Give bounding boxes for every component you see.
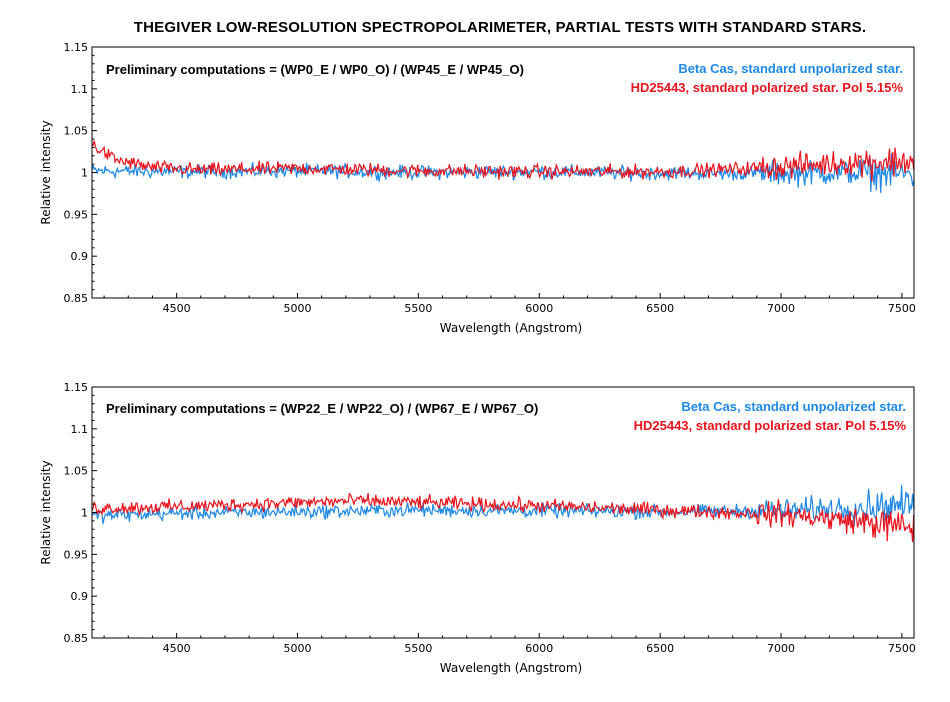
y-tick-label: 0.85: [64, 632, 89, 645]
x-axis-label: Wavelength (Angstrom): [440, 321, 582, 335]
legend-label-hd25443: HD25443, standard polarized star. Pol 5.…: [634, 418, 907, 433]
y-tick-label: 1.1: [71, 423, 89, 436]
x-tick-label: 4500: [163, 642, 191, 655]
series-line-beta-cas: [91, 484, 915, 527]
legend-label-beta-cas: Beta Cas, standard unpolarized star.: [678, 61, 903, 76]
y-tick-label: 1: [81, 507, 88, 520]
x-tick-label: 4500: [163, 302, 191, 315]
computation-annotation: Preliminary computations = (WP22_E / WP2…: [106, 401, 538, 416]
x-tick-label: 5000: [284, 302, 312, 315]
y-axis-label: Relative intensity: [39, 120, 53, 224]
y-tick-label: 1: [81, 167, 88, 180]
series-line-hd25443: [91, 492, 915, 543]
x-tick-label: 5500: [404, 302, 432, 315]
chart-title: THEGIVER LOW-RESOLUTION SPECTROPOLARIMET…: [133, 19, 867, 36]
y-tick-label: 1.05: [64, 125, 89, 138]
series-line-beta-cas: [91, 153, 915, 193]
x-tick-label: 7500: [888, 642, 916, 655]
y-tick-label: 1.15: [64, 41, 89, 54]
y-tick-label: 1.15: [64, 381, 89, 394]
x-tick-label: 7000: [767, 642, 795, 655]
legend-label-hd25443: HD25443, standard polarized star. Pol 5.…: [631, 80, 904, 95]
y-tick-label: 1.1: [71, 83, 89, 96]
y-tick-label: 1.05: [64, 465, 89, 478]
computation-annotation: Preliminary computations = (WP0_E / WP0_…: [106, 62, 524, 77]
series-line-hd25443: [91, 140, 915, 182]
x-tick-label: 5000: [284, 642, 312, 655]
x-axis-label: Wavelength (Angstrom): [440, 661, 582, 675]
chart-panel-2: 4500 5000 5500 6000 6500 7000 7500 0.85 0.9 0.95 1…: [39, 381, 916, 675]
x-tick-label: 6500: [646, 302, 674, 315]
x-tick-label: 6000: [525, 642, 553, 655]
x-tick-label: 6000: [525, 302, 553, 315]
x-tick-label: 7000: [767, 302, 795, 315]
y-axis-label: Relative intensity: [39, 460, 53, 564]
legend-label-beta-cas: Beta Cas, standard unpolarized star.: [681, 399, 906, 414]
y-tick-label: 0.95: [64, 208, 89, 221]
x-tick-label: 6500: [646, 642, 674, 655]
chart-panel-1: 4500 5000 5500 6000 6500 7000 7500 0.85 0.9 0.95 1…: [39, 41, 916, 335]
y-tick-label: 0.9: [71, 250, 89, 263]
y-tick-label: 0.85: [64, 292, 89, 305]
x-tick-label: 7500: [888, 302, 916, 315]
y-tick-label: 0.9: [71, 590, 89, 603]
x-tick-label: 5500: [404, 642, 432, 655]
y-tick-label: 0.95: [64, 548, 89, 561]
